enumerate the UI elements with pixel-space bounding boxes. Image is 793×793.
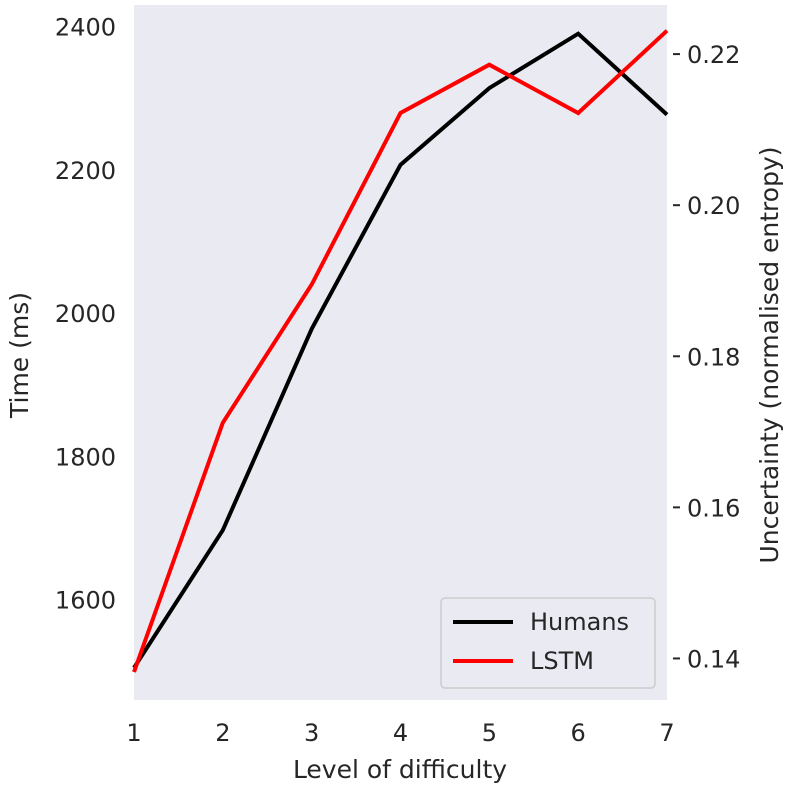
left-y-tick-label: 2400 <box>55 13 116 41</box>
right-y-tick-label: 0.22 <box>687 41 740 69</box>
left-y-axis-label: Time (ms) <box>5 292 34 419</box>
x-tick-label: 4 <box>393 719 408 747</box>
right-y-tick-label: 0.18 <box>687 343 740 371</box>
right-y-tick-label: 0.16 <box>687 494 740 522</box>
legend-label-lstm: LSTM <box>530 647 594 675</box>
x-tick-label: 2 <box>215 719 230 747</box>
right-y-tick-label: 0.14 <box>687 645 740 673</box>
x-tick-label: 3 <box>304 719 319 747</box>
x-tick-label: 1 <box>126 719 141 747</box>
x-tick-label: 7 <box>659 719 674 747</box>
x-axis-ticks: 1 2 3 4 5 6 7 <box>126 719 674 747</box>
series-line-humans <box>132 31 669 669</box>
x-axis-label: Level of difficulty <box>293 755 507 784</box>
plot-area <box>134 5 667 700</box>
series-layer <box>132 29 669 673</box>
x-tick-label: 5 <box>482 719 497 747</box>
left-y-tick-label: 2000 <box>55 300 116 328</box>
series-line-lstm <box>132 29 669 673</box>
right-y-tick-label: 0.20 <box>687 192 740 220</box>
left-y-tick-label: 2200 <box>55 157 116 185</box>
left-y-axis-ticks: 1600 1800 2000 2200 2400 <box>55 13 116 614</box>
left-y-tick-label: 1800 <box>55 443 116 471</box>
legend-label-humans: Humans <box>530 608 629 636</box>
left-y-tick-label: 1600 <box>55 587 116 615</box>
right-y-axis-ticks: 0.14 0.16 0.18 0.20 0.22 <box>673 41 740 673</box>
legend: Humans LSTM <box>440 597 656 689</box>
x-tick-label: 6 <box>571 719 586 747</box>
right-y-axis-label: Uncertainty (normalised entropy) <box>755 147 784 564</box>
